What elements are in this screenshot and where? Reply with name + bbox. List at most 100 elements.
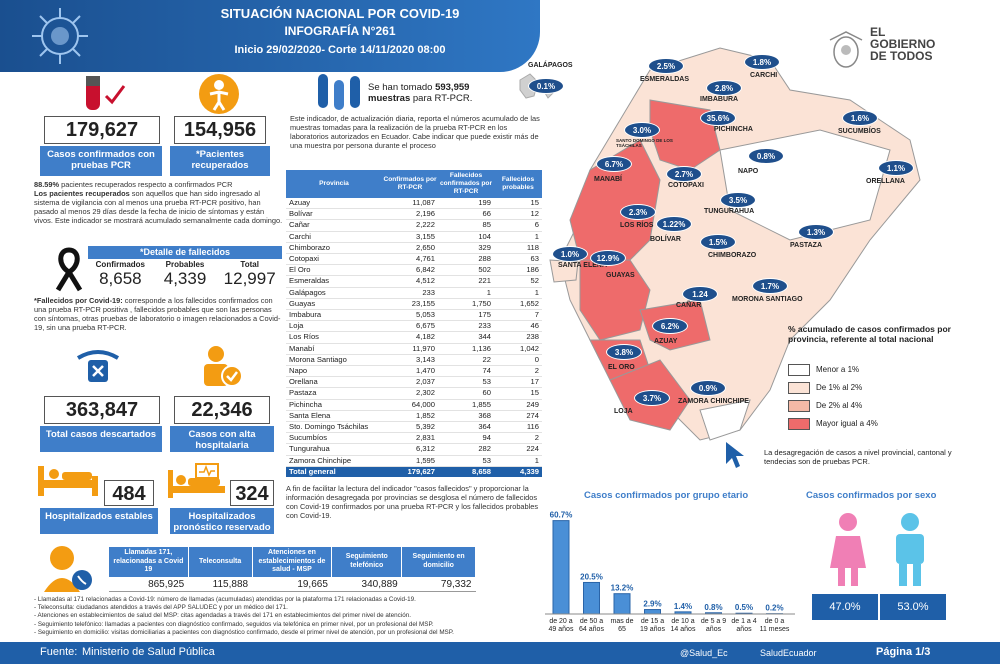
col-confirmados: Confirmados por RT-PCR [382,170,438,198]
province-pct-badge: 1.7% [752,278,788,294]
hosp-stable-label: Hospitalizados estables [40,508,158,534]
lab-tubes-icon [318,74,360,110]
recovered-value: 154,956 [174,116,266,144]
calls-h-atenciones: Atenciones en establecimientos de salud … [251,546,333,578]
table-cell: Chimborazo [286,242,382,255]
province-pct-badge: 0.9% [690,380,726,396]
table-cell: 63 [494,253,542,266]
header-date: Inicio 29/02/2020- Corte 14/11/2020 08:0… [234,44,446,56]
deaths-note: *Fallecidos por Covid-19: corresponde a … [34,296,284,340]
table-cell: 4,512 [382,275,438,288]
table-row: Sto. Domingo Tsáchilas 5,392 364 116 [286,421,542,434]
table-cell: 4,182 [382,331,438,344]
table-cell: 1,855 [438,399,494,411]
province-name: AZUAY [654,338,678,345]
province-name: CARCHI [750,72,778,79]
table-row: Pichincha 64,000 1,855 249 [286,399,542,411]
table-row: Manabí 11,970 1,136 1,042 [286,343,542,355]
table-cell: 60 [438,387,494,400]
age-category-label: 14 años [671,626,696,633]
recovered-note-bold: Los pacientes recuperados [34,189,130,198]
province-pct-badge: 1.3% [798,224,834,240]
age-category-label: de 50 a [580,618,603,625]
age-category-label: 49 años [549,626,574,633]
table-cell: Guayas [286,298,382,311]
female-icon [830,513,866,586]
table-cell: Pichincha [286,399,382,411]
age-bar-label: 60.7% [550,511,573,520]
table-total-cell: 4,339 [494,466,542,478]
age-category-label: de 1 a 4 [731,618,756,625]
deaths-note-bold: *Fallecidos por Covid-19: [34,296,123,305]
age-category-label: de 10 a [671,618,694,625]
province-name: ZAMORA CHINCHIPE [678,398,749,405]
coat-of-arms-icon [829,31,863,68]
table-cell: 1 [438,287,494,299]
age-category-label: de 15 a [641,618,664,625]
age-bar-label: 0.8% [704,603,722,612]
tests-value: 593,959 [435,82,470,93]
table-cell: 233 [382,287,438,299]
province-name: ORELLANA [866,178,905,185]
legend-item: Mayor igual a 4% [788,418,878,430]
age-category-label: 64 años [579,626,604,633]
table-cell: Orellana [286,376,382,389]
map-note: La desagregación de casos a nivel provin… [764,448,952,466]
table-cell: Napo [286,365,382,378]
legend-label: Mayor igual a 4% [816,419,878,429]
province-pct-badge: 3.5% [720,192,756,208]
province-name: PASTAZA [790,242,823,249]
info-cursor-icon [726,442,744,468]
table-cell: 199 [438,198,494,210]
calls-h-domicilio: Seguimiento en domicilio [401,546,476,578]
tests-t3: para RT-PCR. [410,93,473,104]
table-cell: Los Ríos [286,331,382,344]
table-cell: Cotopaxi [286,253,382,266]
recovered-note: 88.59% pacientes recuperados respecto a … [34,180,284,242]
discarded-value: 363,847 [44,396,160,424]
legend-swatch [788,364,810,376]
table-row: Carchi 3,155 104 1 [286,231,542,243]
table-cell: Sucumbíos [286,432,382,445]
table-cell: 5,053 [382,309,438,322]
footer-twitter[interactable]: @Salud_Ec [680,648,728,658]
province-pct-badge: 2.3% [620,204,656,220]
age-category-label: de 0 a [765,618,785,625]
legend-swatch [788,382,810,394]
age-category-label: 11 meses [760,626,790,633]
confirmed-label: Casos confirmados con pruebas PCR [40,146,162,176]
sex-chart-title: Casos confirmados por sexo [806,490,937,501]
province-pct-badge: 1.6% [842,110,878,126]
table-cell: Azuay [286,198,382,210]
recovered-person-icon [199,74,239,114]
confirmed-value: 179,627 [44,116,160,144]
province-pct-badge: 1.8% [744,54,780,70]
footer-facebook[interactable]: SaludEcuador [760,648,817,658]
col-probables: Fallecidos probables [494,170,542,198]
table-cell: 1,470 [382,365,438,378]
deaths-note-text: corresponde a los fallecidos confirmados… [34,296,281,332]
table-cell: 2,196 [382,208,438,221]
table-row: Sucumbíos 2,831 94 2 [286,432,542,445]
table-row: Bolívar 2,196 66 12 [286,208,542,221]
table-row: Loja 6,675 233 46 [286,320,542,333]
hosp-reserved-label: Hospitalizados pronóstico reservado [170,508,274,534]
table-cell: 274 [494,410,542,423]
header-title: SITUACIÓN NACIONAL POR COVID-19 [220,6,460,21]
table-cell: 2,222 [382,219,438,232]
table-total-cell: 179,627 [382,466,438,478]
table-cell: Sto. Domingo Tsáchilas [286,421,382,434]
table-cell: 66 [438,208,494,221]
table-cell: Loja [286,320,382,333]
male-icon [896,513,924,586]
footer-page: Página 1/3 [876,646,931,658]
test-tube-icon [86,76,126,110]
table-cell: 7 [494,309,542,322]
age-bar-label: 1.4% [674,602,692,611]
province-table: Provincia Confirmados por RT-PCR Falleci… [286,170,542,478]
table-cell: 15 [494,198,542,210]
age-bar [644,609,661,615]
header-subtitle: INFOGRAFÍA N°261 [284,24,396,38]
table-cell: 329 [438,242,494,255]
deaths-total: 12,997 [223,269,276,288]
